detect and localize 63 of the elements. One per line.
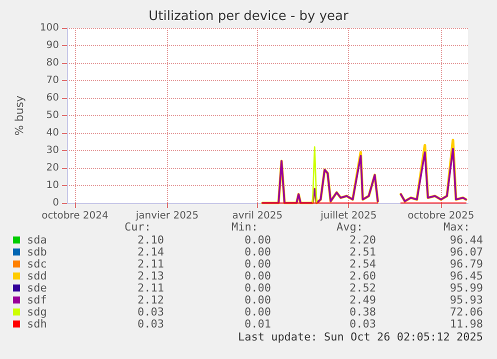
y-tick-label: 90 xyxy=(46,40,59,51)
text: Max: xyxy=(444,220,470,234)
text: 2.11 xyxy=(138,282,164,294)
x-tick-label: avril 2025 xyxy=(232,210,283,222)
legend-label: sdb xyxy=(27,246,47,258)
text: 2.14 xyxy=(138,246,164,258)
text: 95.93 xyxy=(450,294,483,306)
y-tick-label: 100 xyxy=(40,22,59,34)
x-tick-label: juillet 2025 xyxy=(320,210,377,222)
text: Last update: Sun Oct 26 02:05:12 2025 xyxy=(238,330,483,344)
text: Avg: xyxy=(336,220,363,234)
text: 0.03 xyxy=(138,318,164,330)
text: 0.00 xyxy=(244,282,271,294)
text: 0.00 xyxy=(244,258,271,270)
text: 2.20 xyxy=(350,234,376,246)
text: 96.07 xyxy=(450,246,483,258)
y-tick-label: 10 xyxy=(46,180,59,191)
y-tick-label: 80 xyxy=(46,58,59,68)
text: 2.60 xyxy=(350,270,376,282)
legend-label: sdd xyxy=(27,270,47,282)
legend-label: sdh xyxy=(27,318,47,330)
y-tick-label: 40 xyxy=(46,128,59,138)
text: 95.99 xyxy=(450,282,483,294)
text: Cur: xyxy=(124,220,151,234)
y-axis-title: % busy xyxy=(13,94,26,136)
text: 0.00 xyxy=(244,234,271,246)
x-tick-label: octobre 2025 xyxy=(408,210,474,222)
text: 0.00 xyxy=(244,270,271,282)
text: 2.49 xyxy=(350,294,376,306)
text: 2.10 xyxy=(138,234,164,246)
y-tick-label: 60 xyxy=(46,92,59,104)
text: 2.51 xyxy=(350,246,376,258)
text: 0.38 xyxy=(350,306,376,318)
legend-label: sdc xyxy=(27,258,47,270)
text: 0.03 xyxy=(350,318,376,330)
text: 72.06 xyxy=(450,306,483,318)
text: 96.79 xyxy=(450,258,483,270)
y-tick-label: 20 xyxy=(46,162,59,174)
legend-label: sdf xyxy=(27,294,47,306)
text: 96.44 xyxy=(450,234,484,246)
legend-label: sde xyxy=(27,282,47,294)
chart-title: Utilization per device - by year xyxy=(148,9,350,24)
legend-label: sdg xyxy=(27,306,47,318)
text: 96.45 xyxy=(450,270,483,282)
y-tick-label: 0 xyxy=(52,198,59,208)
text: 0.03 xyxy=(138,306,164,318)
y-tick-label: 50 xyxy=(46,110,59,121)
text: 0.01 xyxy=(244,318,271,330)
text: 2.52 xyxy=(350,282,376,294)
y-tick-label: 30 xyxy=(46,145,59,156)
text: 0.00 xyxy=(244,306,271,318)
y-tick-label: 70 xyxy=(46,75,59,86)
legend-label: sda xyxy=(27,234,47,246)
text: 0.00 xyxy=(244,294,271,306)
text: 11.98 xyxy=(450,318,483,330)
text: Min: xyxy=(232,220,258,234)
text: 2.13 xyxy=(138,270,164,282)
x-tick-label: janvier 2025 xyxy=(134,210,199,222)
text: 2.11 xyxy=(138,258,164,270)
x-tick-label: octobre 2024 xyxy=(42,210,108,222)
text: 2.12 xyxy=(138,294,164,306)
text: 0.00 xyxy=(244,246,271,258)
text: 2.54 xyxy=(350,258,376,270)
